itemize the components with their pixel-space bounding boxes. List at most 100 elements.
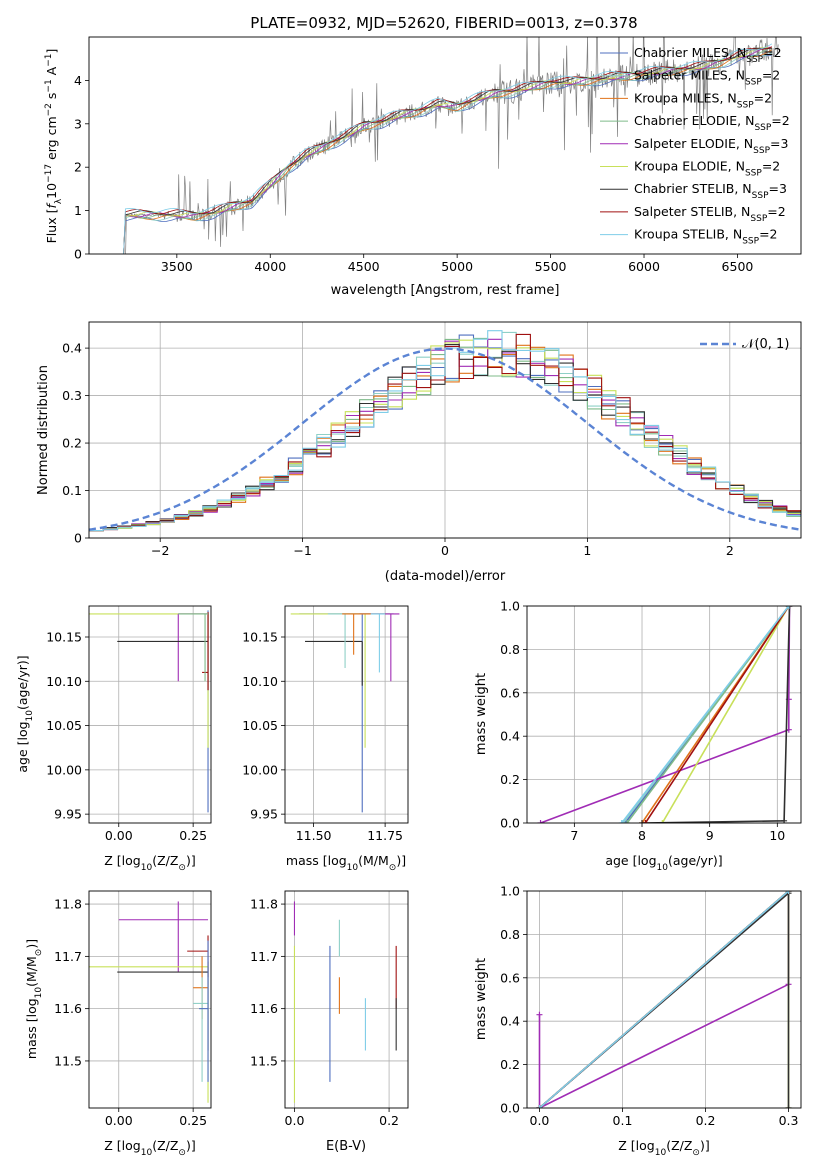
residuals-histogram: −2 −1 0 1 2 0 0.1 0.2 0.3 0.4 𝒩(0, 1) (data-model)/… (36, 321, 802, 584)
spectrum-legend-label-part: Chabrier STELIB, N (634, 181, 752, 196)
mwAge-ytick-label: 0.6 (500, 685, 520, 700)
massZ-ylabel-part: ⊙ (34, 949, 44, 957)
spectrum-ylabel-part: −2 (44, 103, 54, 116)
spectrum-legend-label-part: =2 (771, 113, 789, 128)
ageMass-ytick-label: 10.10 (242, 674, 278, 689)
massEbv-plot-area (293, 901, 397, 1103)
mwZ-series-marker (536, 1105, 543, 1108)
spectrum-legend-label-part: Kroupa STELIB, N (634, 227, 742, 242)
residuals-ytick-label: 0 (74, 531, 82, 546)
massEbv-xlabel: E(B-V) (326, 1139, 366, 1154)
normal-distribution-curve (89, 347, 801, 531)
ageMass-ytick-label: 10.00 (242, 762, 278, 777)
spectrum-ytick-label: 2 (74, 160, 82, 175)
spectrum-xtick-label: 5000 (441, 259, 473, 274)
mwAge-xtick-label: 9 (706, 828, 714, 843)
ageZ-ylabel: age [log10(age/yr)] (15, 655, 35, 772)
massZ-ylabel-part: (M/M (24, 956, 39, 987)
massZ-ytick-label: 11.8 (54, 897, 82, 912)
spectrum-xtick-label: 3500 (161, 259, 193, 274)
ageMass-frame (284, 605, 409, 824)
ageZ-xlabel-part: Z [log (104, 853, 140, 868)
mwZ-series-line (538, 891, 790, 1108)
residuals-xtick-label: 2 (726, 543, 734, 558)
ageZ-ytick-label: 10.10 (46, 674, 82, 689)
ageMass-xtick-label: 11.50 (296, 828, 332, 843)
spectrum-ylabel-part: A (44, 66, 59, 79)
massZ-xlabel: Z [log10(Z/Z⊙)] (104, 1138, 195, 1158)
mwZ-ytick-label: 0.0 (500, 1101, 520, 1116)
massZ-ytick-label: 11.7 (54, 949, 82, 964)
residuals-frame (88, 321, 802, 539)
massZ-xlabel-part: ⊙ (178, 1148, 186, 1158)
mwZ-series-marker (785, 1105, 792, 1108)
mwAge-xlabel-part: (age/yr)] (668, 853, 723, 868)
spectrum-legend-label: Kroupa MILES, NSSP=2 (634, 90, 772, 110)
ageZ-xlabel-part: 10 (141, 863, 153, 873)
spectrum-plot-area (122, 37, 779, 254)
massEbv-xtick-label: 0.0 (285, 1113, 305, 1128)
ageZ-xlabel: Z [log10(Z/Z⊙)] (104, 853, 195, 873)
ageZ-ylabel-part: age [log (15, 721, 30, 772)
residuals-xtick-label: −1 (293, 543, 311, 558)
ageZ-ytick-label: 10.00 (46, 762, 82, 777)
spectrum-legend-label-part: Salpeter ELODIE, N (634, 136, 753, 151)
mwZ-xlabel-part: (Z/Z (666, 1138, 692, 1153)
mwAge-series-line (540, 606, 791, 823)
spectrum-legend-label-part: =2 (763, 45, 781, 60)
mass-vs-extinction-plot: 0.0 0.2 11.5 11.6 11.7 11.8 E(B-V) (250, 890, 409, 1154)
ageMass-ytick-label: 10.05 (242, 718, 278, 733)
spectrum-legend-label-part: SSP (753, 146, 770, 156)
mwZ-xtick-label: 0.2 (696, 1113, 716, 1128)
ageZ-ylabel-part: (age/yr)] (15, 655, 30, 710)
ageMass-xlabel-part: )] (396, 853, 406, 868)
mass-weight-vs-metallicity-plot: 0.0 0.1 0.2 0.3 0.0 0.2 0.4 0.6 0.8 1.0 Z [log10(Z… (474, 884, 802, 1158)
mwZ-series-marker (785, 891, 792, 894)
spectrum-legend-label-part: =2 (767, 204, 785, 219)
massZ-ytick-label: 11.6 (54, 1001, 82, 1016)
spectrum-model-line (123, 47, 773, 254)
spectrum-legend-label-part: Kroupa MILES, N (634, 90, 737, 105)
spectrum-ylabel-part: f (44, 203, 59, 209)
spectrum-legend-label-part: SSP (737, 100, 754, 110)
residuals-ytick-label: 0.2 (62, 436, 82, 451)
massEbv-ytick-label: 11.6 (250, 1001, 278, 1016)
mwAge-series-marker (624, 820, 631, 823)
spectrum-xtick-label: 6000 (628, 259, 660, 274)
spectrum-legend-label-part: SSP (745, 78, 762, 88)
mwAge-ytick-label: 0.4 (500, 729, 520, 744)
spectrum-legend-label-part: SSP (745, 169, 762, 179)
mwAge-series-line (621, 606, 790, 823)
spectrum-ylabel-part: 10 (44, 183, 59, 199)
massZ-xtick-label: 0.00 (105, 1113, 133, 1128)
spectrum-legend-label-part: =3 (769, 181, 787, 196)
spectrum-ylabel-part: −1 (44, 53, 54, 66)
mwAge-series-marker (786, 606, 793, 609)
mwAge-plot-area (537, 606, 793, 823)
mwAge-ytick-label: 0.0 (500, 816, 520, 831)
mwZ-ylabel: mass weight (474, 958, 489, 1040)
massEbv-ytick-label: 11.7 (250, 949, 278, 964)
residuals-xtick-label: −2 (151, 543, 169, 558)
spectrum-xtick-label: 5500 (535, 259, 567, 274)
massEbv-xtick-label: 0.2 (379, 1113, 399, 1128)
spectrum-legend-label: Salpeter ELODIE, NSSP=3 (634, 136, 788, 156)
mwAge-xlabel-part: 10 (657, 863, 669, 873)
spectrum-ylabel-part: −1 (44, 79, 54, 92)
mwZ-xlabel-part: 10 (655, 1148, 667, 1158)
massZ-ylabel-part: )] (24, 939, 39, 949)
residuals-plot-area (89, 330, 801, 532)
mwZ-frame (526, 890, 802, 1109)
ageZ-frame (88, 605, 212, 824)
spectrum-ylabel-part: λ (54, 198, 64, 204)
mwZ-ytick-label: 0.2 (500, 1057, 520, 1072)
residuals-ytick-label: 0.4 (62, 341, 82, 356)
spectrum-legend-label-part: SSP (746, 55, 763, 65)
mwZ-xlabel-part: Z [log (618, 1138, 654, 1153)
spectrum-legend-label: Kroupa ELODIE, NSSP=2 (634, 159, 780, 179)
ageMass-plot-area (290, 613, 400, 813)
spectrum-model-line (123, 47, 773, 254)
massZ-ylabel-part: mass [log (24, 998, 39, 1059)
mwAge-series-line (644, 606, 790, 823)
